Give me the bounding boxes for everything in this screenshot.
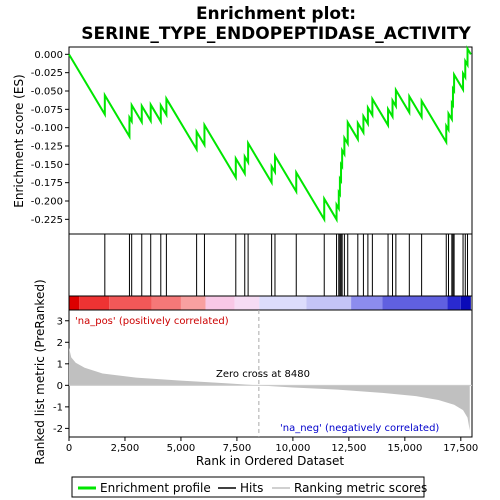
heat-segment-5 [205,296,235,310]
x-tick-label: 12,500 [331,443,366,454]
x-tick-label: 17,500 [443,443,478,454]
metric-axis-ticks: 3 2 1 0 -1 -2 [53,316,69,435]
metric-score-area [69,347,470,431]
legend-metric-label: Ranking metric scores [294,481,427,495]
x-tick-label: 2,500 [111,443,140,454]
es-panel-frame [68,46,473,235]
metric-tick-label: -2 [53,424,63,435]
negative-correlation-label: 'na_neg' (negatively correlated) [280,423,439,434]
es-y-axis-label: Enrichment score (ES) [12,74,26,207]
metric-tick-label: 3 [57,316,63,327]
heat-segment-0 [69,296,80,310]
metric-panel-frame [68,309,473,438]
legend-box [71,476,425,498]
es-tick-label: -0.025 [31,68,63,79]
metric-tick-label: -1 [53,402,63,413]
hits-panel-frame [68,233,473,297]
x-tick-label: 5,000 [167,443,196,454]
ranking-metric-area [69,310,472,437]
hit-markers [104,234,469,296]
metric-tick-label: 2 [57,338,63,349]
heat-segment-11 [447,296,461,310]
x-tick-label: 0 [66,443,72,454]
es-axis-ticks: 0.000 -0.025 -0.050 -0.075 -0.100 -0.125 -0.15… [31,50,69,226]
es-tick-label: -0.075 [31,105,63,116]
es-tick-label: -0.225 [31,215,63,226]
heat-segment-6 [234,296,260,310]
es-tick-label: -0.175 [31,178,63,189]
heat-segment-10 [382,296,448,310]
es-tick-label: -0.150 [31,160,63,171]
metric-y-axis-label: Ranked list metric (PreRanked) [33,279,47,464]
es-tick-label: -0.100 [31,123,63,134]
heat-segment-1 [79,296,110,310]
zero-cross-label: Zero cross at 8480 [216,369,310,380]
heat-segment-4 [180,296,206,310]
es-tick-label: -0.050 [31,87,63,98]
es-tick-label: 0.000 [34,50,63,61]
legend-enrichment-label: Enrichment profile [100,481,211,495]
es-tick-label: -0.200 [31,197,63,208]
x-tick-label: 15,000 [387,443,422,454]
x-tick-label: 7,500 [223,443,252,454]
enrichment-profile-line [68,45,472,224]
heat-segment-7 [259,296,307,310]
metric-tick-label: 1 [57,359,63,370]
positive-correlation-label: 'na_pos' (positively correlated) [75,316,229,327]
heat-segment-3 [151,296,181,310]
chart-title-line1: Enrichment plot: [196,4,356,24]
ranking-heat-band [69,296,471,310]
x-tick-label: 10,000 [275,443,310,454]
x-axis-ticks: 0 2,500 5,000 7,500 10,000 12,500 15,000 17,500 [66,437,478,454]
heat-segment-2 [109,296,152,310]
heat-segment-9 [351,296,383,310]
heat-segment-8 [306,296,352,310]
legend-hits-label: Hits [240,481,263,495]
x-axis-label: Rank in Ordered Dataset [196,454,344,468]
es-tick-label: -0.125 [31,142,63,153]
metric-tick-label: 0 [57,381,63,392]
heat-segment-12 [460,296,471,310]
chart-title-line2: SERINE_TYPE_ENDOPEPTIDASE_ACTIVITY [81,24,471,44]
